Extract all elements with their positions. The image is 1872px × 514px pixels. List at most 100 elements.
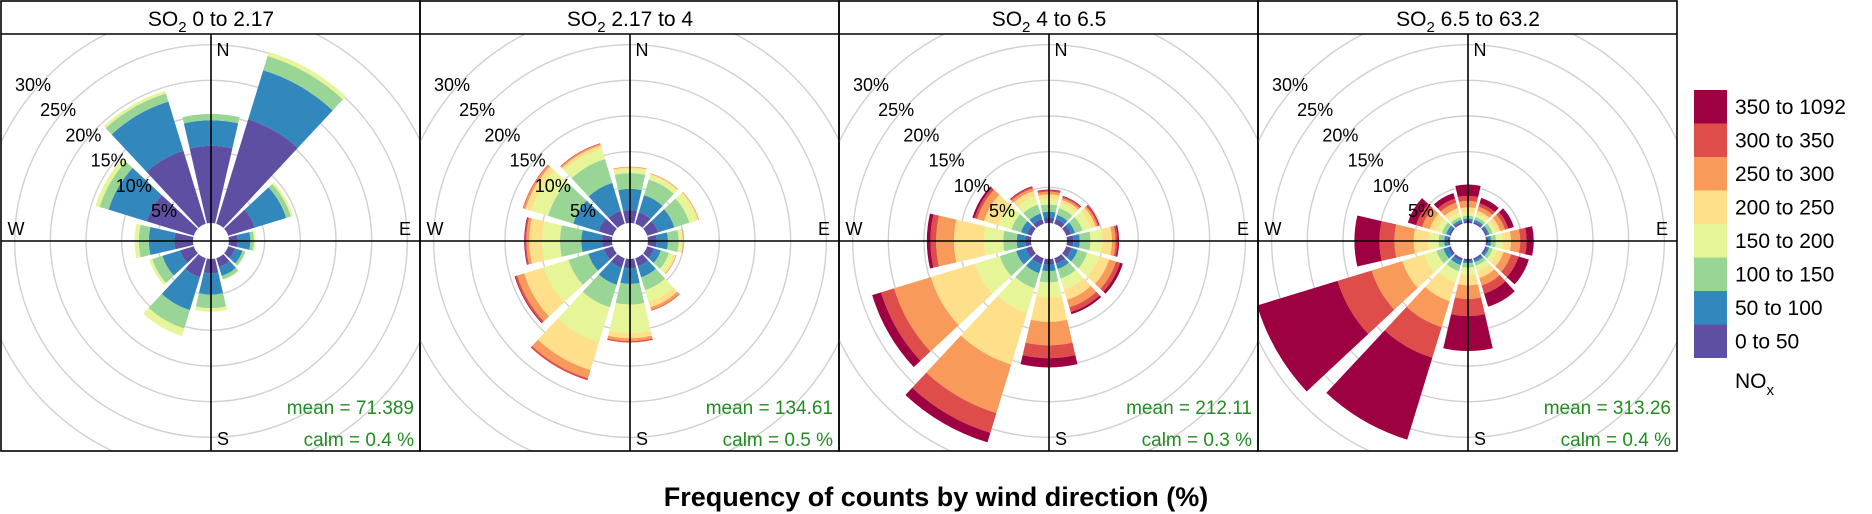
sector-240-bin-1 bbox=[1448, 246, 1455, 256]
sector-330-bin-7 bbox=[1010, 186, 1033, 201]
radial-tick-label: 15% bbox=[1348, 151, 1384, 171]
radial-tick-label: 25% bbox=[1297, 100, 1333, 120]
sector-60-bin-5 bbox=[1080, 207, 1096, 229]
radial-tick-label: 30% bbox=[1272, 75, 1308, 95]
sector-210-bin-4 bbox=[143, 307, 185, 336]
panel-title-subscript: 2 bbox=[1426, 19, 1434, 36]
sector-60-bin-4 bbox=[1074, 211, 1091, 231]
sector-300-bin-7 bbox=[1415, 203, 1433, 227]
sector-0-bin-8 bbox=[1037, 189, 1061, 192]
sector-210-bin-3 bbox=[148, 293, 190, 329]
windrose-panel-2: N E S W 5% 10% 15% 20% 25% 30% mean = 134.61 calm =… bbox=[419, 0, 840, 452]
sector-330-bin-5 bbox=[561, 145, 602, 171]
sector-30-bin-4 bbox=[1059, 203, 1076, 216]
radial-tick-label: 5% bbox=[151, 201, 177, 221]
sector-240-bin-5 bbox=[1402, 254, 1435, 288]
sector-120-bin-3 bbox=[235, 250, 246, 266]
direction-label-s: S bbox=[636, 429, 648, 449]
sector-150-bin-5 bbox=[1477, 264, 1495, 278]
sector-120-bin-2 bbox=[229, 248, 243, 264]
direction-label-w: W bbox=[8, 219, 25, 239]
sector-240-bin-2 bbox=[1443, 247, 1453, 259]
sector-150-bin-1 bbox=[1473, 254, 1482, 261]
sector-210-bin-1 bbox=[185, 254, 206, 278]
panel-title-range: 6.5 to 63.2 bbox=[1435, 8, 1540, 31]
sector-120-bin-4 bbox=[659, 252, 674, 273]
sector-300-bin-4 bbox=[95, 158, 126, 207]
sector-210-bin-6 bbox=[926, 335, 1012, 414]
sector-60-bin-1 bbox=[643, 220, 659, 236]
radial-tick-label: 30% bbox=[15, 75, 51, 95]
legend-label-5: 150 to 200 bbox=[1735, 230, 1834, 253]
legend-label-2: 300 to 350 bbox=[1735, 129, 1834, 152]
sector-30-bin-5 bbox=[1060, 199, 1079, 213]
panel-title-range: 4 to 6.5 bbox=[1030, 8, 1106, 31]
legend-swatches: 350 to 1092 300 to 350 250 to 300 200 to 25… bbox=[1694, 90, 1846, 358]
sector-150-bin-7 bbox=[1069, 291, 1100, 313]
sector-300-bin-4 bbox=[998, 204, 1021, 230]
radial-tick-label: 15% bbox=[91, 151, 127, 171]
sector-150-bin-4 bbox=[1475, 259, 1490, 272]
sector-60-bin-1 bbox=[1062, 225, 1071, 236]
sector-150-bin-1 bbox=[635, 254, 649, 267]
sector-150-bin-3 bbox=[221, 267, 239, 280]
sector-270-bin-7 bbox=[524, 217, 530, 265]
sector-300-bin-2 bbox=[1446, 225, 1454, 236]
sector-210-bin-7 bbox=[530, 345, 589, 381]
sector-330-bin-2 bbox=[1452, 219, 1463, 227]
sector-60-bin-8 bbox=[1087, 204, 1100, 226]
sector-150-bin-2 bbox=[218, 260, 236, 276]
sector-60-bin-6 bbox=[1084, 206, 1098, 227]
sector-30-bin-1 bbox=[216, 119, 298, 228]
radial-tick-label: 30% bbox=[853, 75, 889, 95]
sector-210-bin-6 bbox=[1406, 287, 1450, 328]
sector-330-bin-7 bbox=[1437, 198, 1457, 212]
sector-150-bin-7 bbox=[1481, 275, 1506, 294]
legend-swatch-3 bbox=[1694, 157, 1727, 191]
sector-240-bin-1 bbox=[603, 246, 617, 260]
sector-60-bin-7 bbox=[1496, 212, 1509, 230]
sector-120-bin-7 bbox=[1100, 261, 1121, 292]
legend-swatch-7 bbox=[1694, 291, 1727, 325]
sector-150-bin-3 bbox=[1057, 262, 1076, 279]
sector-240-bin-6 bbox=[1371, 261, 1418, 310]
sector-150-bin-8 bbox=[1484, 281, 1515, 307]
sector-240-bin-3 bbox=[152, 255, 174, 283]
sector-210-bin-3 bbox=[1015, 265, 1040, 289]
radial-tick-label: 10% bbox=[1373, 176, 1409, 196]
mean-value: mean = 313.26 bbox=[1544, 398, 1671, 419]
sector-240-bin-7 bbox=[515, 275, 544, 323]
direction-label-e: E bbox=[399, 219, 411, 239]
sector-120-bin-3 bbox=[1484, 247, 1493, 259]
radial-tick-label: 10% bbox=[116, 176, 152, 196]
sector-30-bin-1 bbox=[1054, 219, 1065, 228]
mean-value: mean = 71.389 bbox=[287, 398, 414, 419]
sector-150-bin-2 bbox=[637, 260, 656, 278]
sector-60-bin-1 bbox=[1481, 227, 1488, 236]
sector-60-bin-5 bbox=[681, 192, 699, 221]
sector-120-bin-5 bbox=[1490, 250, 1504, 267]
legend-label-1: 350 to 1092 bbox=[1735, 96, 1846, 119]
sector-210-bin-2 bbox=[161, 268, 200, 311]
sector-150-bin-2 bbox=[1055, 258, 1070, 270]
sector-120-bin-2 bbox=[1482, 246, 1490, 257]
sector-150-bin-6 bbox=[1479, 269, 1500, 286]
sector-30-bin-3 bbox=[1474, 216, 1486, 225]
sector-30-bin-5 bbox=[650, 173, 678, 191]
sector-330-bin-1 bbox=[1454, 221, 1463, 228]
sector-300-bin-1 bbox=[146, 195, 198, 236]
sector-30-bin-2 bbox=[1055, 214, 1068, 225]
sector-300-bin-1 bbox=[1448, 227, 1455, 236]
sector-240-bin-3 bbox=[568, 253, 599, 285]
sector-120-bin-6 bbox=[1095, 259, 1117, 289]
sector-240-bin-3 bbox=[1436, 248, 1450, 264]
sector-0-bin-6 bbox=[613, 166, 647, 170]
panel-title-range: 0 to 2.17 bbox=[187, 8, 275, 31]
sector-30-bin-3 bbox=[263, 55, 343, 111]
sector-30-bin-3 bbox=[1056, 208, 1073, 222]
sector-90-bin-5 bbox=[680, 229, 683, 253]
sector-300-bin-3 bbox=[99, 161, 133, 210]
sector-300-bin-6 bbox=[523, 164, 551, 210]
sector-330-bin-3 bbox=[571, 158, 613, 197]
